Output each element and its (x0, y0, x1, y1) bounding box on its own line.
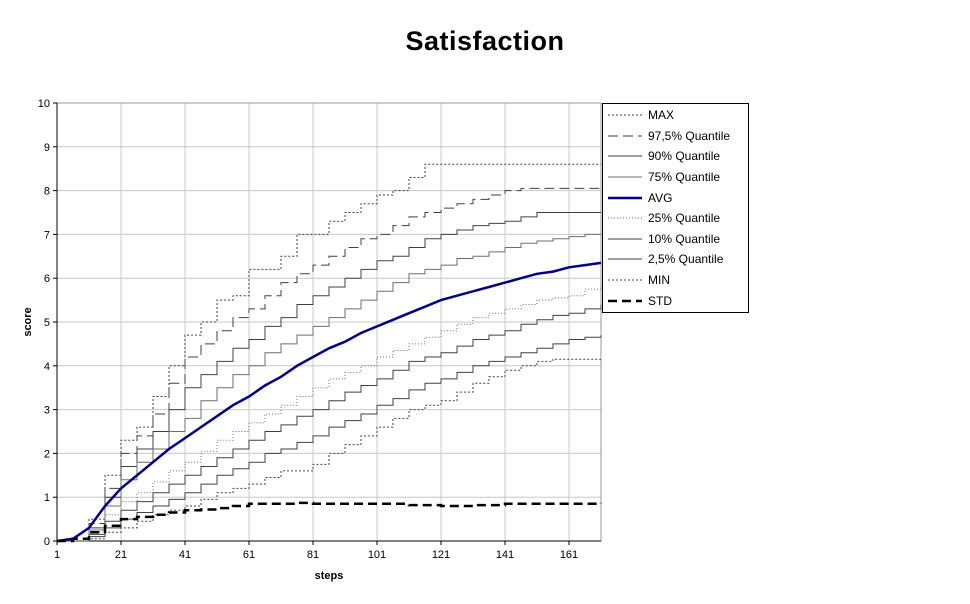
legend-label: MIN (648, 273, 670, 288)
legend-line-sample (608, 238, 642, 240)
legend-label: 25% Quantile (648, 211, 721, 226)
legend-line-sample (608, 258, 642, 260)
legend-item-10-quantile: 10% Quantile (603, 229, 748, 250)
x-tick-label: 161 (560, 549, 578, 561)
legend-label: 75% Quantile (648, 170, 721, 185)
y-tick-label: 7 (44, 229, 50, 241)
series-min (57, 358, 601, 542)
series-90-quantile (57, 212, 601, 542)
y-tick-label: 2 (44, 448, 50, 460)
x-tick-label: 141 (496, 549, 514, 561)
legend-line-sample (608, 279, 642, 281)
legend-line-sample (608, 155, 642, 157)
y-tick-label: 9 (44, 142, 50, 154)
legend-label: 2,5% Quantile (648, 252, 724, 267)
legend-line-sample (608, 114, 642, 116)
x-tick-label: 101 (368, 549, 386, 561)
x-tick-label: 121 (432, 549, 450, 561)
legend-item-2-5-quantile: 2,5% Quantile (603, 249, 748, 270)
series-max (57, 163, 601, 542)
y-tick-label: 0 (44, 536, 50, 548)
legend-line-sample (608, 217, 642, 219)
series-10-quantile (57, 304, 602, 542)
legend-label: STD (648, 293, 672, 308)
y-tick-label: 5 (44, 317, 50, 329)
legend-line-sample (608, 135, 642, 137)
y-axis-label: score (22, 307, 34, 337)
series-75-quantile (57, 233, 601, 542)
x-axis-label: steps (314, 570, 344, 582)
x-tick-label: 61 (243, 549, 255, 561)
legend-label: 90% Quantile (648, 149, 721, 164)
legend-label: 10% Quantile (648, 231, 721, 246)
series-std (57, 501, 603, 543)
y-tick-label: 8 (44, 186, 50, 198)
legend-label: MAX (648, 108, 675, 123)
legend-item-std: STD (603, 290, 748, 311)
chart-title: Satisfaction (405, 26, 565, 56)
legend-line-sample (608, 299, 642, 302)
series-avg (56, 261, 602, 543)
series-25-quantile (57, 284, 602, 542)
y-tick-label: 3 (44, 405, 50, 417)
y-tick-label: 1 (44, 492, 50, 504)
legend-line-sample (608, 176, 642, 178)
y-tick-label: 10 (38, 98, 50, 110)
y-tick-label: 6 (44, 273, 50, 285)
legend-item-avg: AVG (603, 187, 748, 208)
legend-item-90-quantile: 90% Quantile (603, 146, 748, 167)
series-97-5-quantile (57, 187, 601, 542)
x-tick-label: 1 (54, 549, 60, 561)
legend-label: 97,5% Quantile (648, 128, 731, 143)
x-tick-label: 81 (307, 549, 319, 561)
legend-item-min: MIN (603, 270, 748, 291)
legend-line-sample (608, 196, 642, 199)
legend-item-max: MAX (603, 105, 748, 126)
series-2-5-quantile (57, 335, 602, 542)
y-tick-label: 4 (44, 361, 50, 373)
x-tick-label: 41 (179, 549, 191, 561)
legend-item-25-quantile: 25% Quantile (603, 208, 748, 229)
legend-item-75-quantile: 75% Quantile (603, 167, 748, 188)
legend-item-97-5-quantile: 97,5% Quantile (603, 126, 748, 147)
legend-label: AVG (648, 190, 673, 205)
legend-box: MAX 97,5% Quantile 90% Quantile 75% Quantil… (602, 103, 749, 313)
x-tick-label: 21 (115, 549, 127, 561)
